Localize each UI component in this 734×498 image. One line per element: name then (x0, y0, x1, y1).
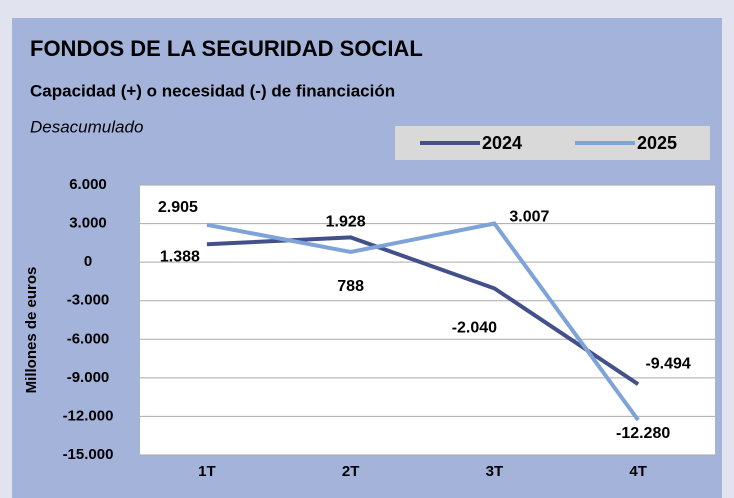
plot-area (140, 185, 715, 455)
data-label: 3.007 (509, 209, 549, 226)
data-label: 788 (337, 278, 364, 295)
y-tick-label: 0 (84, 253, 92, 270)
data-label: -9.494 (645, 355, 690, 372)
y-tick-label: -15.000 (63, 446, 114, 463)
line-series (206, 221, 640, 422)
data-label: 2.905 (158, 199, 198, 216)
x-tick-label: 2T (342, 463, 360, 480)
legend-label: 2025 (637, 133, 677, 153)
y-tick-label: -6.000 (67, 330, 110, 347)
data-label: -2.040 (452, 320, 497, 337)
y-axis-title: Millones de euros (23, 267, 40, 394)
x-tick-label: 4T (629, 463, 647, 480)
x-tick-label: 3T (486, 463, 504, 480)
y-tick-label: -3.000 (67, 292, 110, 309)
y-tick-label: -12.000 (63, 407, 114, 424)
x-tick-label: 1T (198, 463, 216, 480)
chart-subtitle: Capacidad (+) o necesidad (-) de financi… (30, 81, 395, 100)
data-label: 1.928 (326, 214, 366, 231)
data-label: -12.280 (616, 425, 670, 442)
data-label: 1.388 (160, 249, 200, 266)
y-tick-label: 6.000 (69, 176, 107, 193)
y-tick-label: -9.000 (67, 369, 110, 386)
y-tick-label: 3.000 (69, 215, 107, 232)
chart-note: Desacumulado (30, 117, 143, 136)
line-series (206, 235, 640, 386)
legend-label: 2024 (482, 133, 522, 153)
chart-title: FONDOS DE LA SEGURIDAD SOCIAL (30, 36, 423, 61)
